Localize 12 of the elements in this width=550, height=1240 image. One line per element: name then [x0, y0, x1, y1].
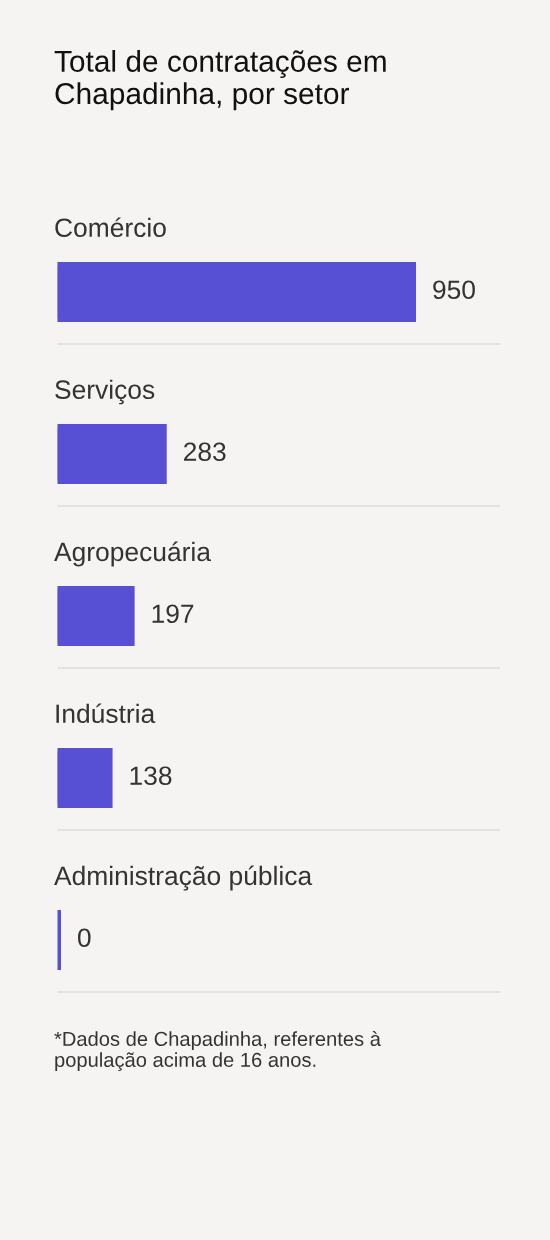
data-label: 950	[433, 280, 475, 300]
text: *Dados de Chapadinha, referentes à população acima de 16 anos.	[54, 1031, 381, 1072]
data-label: 138	[130, 766, 172, 786]
data-label: 197	[152, 604, 194, 624]
y-tick-label: Agropecuária	[54, 541, 211, 567]
y-tick-label: Indústria	[56, 703, 156, 724]
data-label: 0	[77, 928, 91, 948]
y-tick-label: Comércio	[55, 217, 166, 238]
y-tick-label: Administração pública	[54, 865, 313, 891]
data-label: 283	[184, 442, 226, 462]
chart-title: Total de contratações em Chapadinha, por setor	[54, 50, 386, 111]
y-tick-label: Serviços	[55, 379, 155, 405]
